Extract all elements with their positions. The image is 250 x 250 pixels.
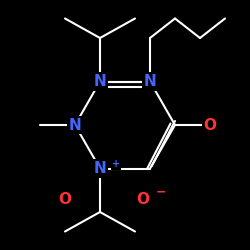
- Text: O: O: [136, 192, 149, 208]
- Text: −: −: [156, 186, 166, 199]
- Text: N: N: [94, 74, 106, 89]
- Text: N: N: [94, 161, 106, 176]
- Text: O: O: [58, 192, 71, 208]
- Text: O: O: [204, 118, 216, 132]
- Text: +: +: [112, 159, 120, 169]
- Text: N: N: [144, 74, 156, 89]
- Text: N: N: [68, 118, 82, 132]
